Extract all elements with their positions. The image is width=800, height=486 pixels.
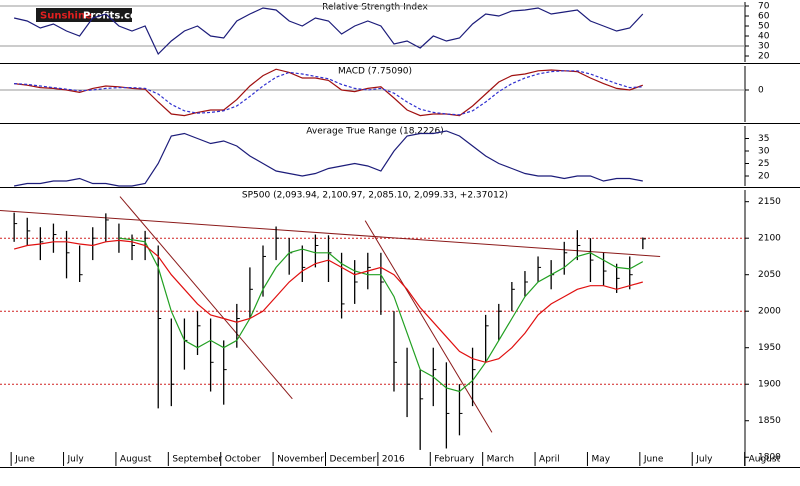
series-line bbox=[14, 70, 643, 116]
x-tick-label: August bbox=[749, 455, 781, 465]
logo-box bbox=[36, 8, 132, 22]
y-tick-label: 35 bbox=[758, 134, 769, 144]
y-tick-label: 20 bbox=[758, 172, 770, 182]
x-tick-label: February bbox=[434, 455, 475, 465]
y-tick-label: 2050 bbox=[758, 270, 781, 280]
panel-title: Average True Range (18.2226) bbox=[306, 127, 443, 137]
y-tick-label: 1950 bbox=[758, 343, 781, 353]
y-tick-label: 2100 bbox=[758, 234, 781, 244]
logo-text: Profits.com bbox=[83, 11, 147, 22]
x-tick-label: December bbox=[329, 455, 376, 465]
y-tick-label: 1800 bbox=[758, 453, 781, 463]
series-line bbox=[13, 239, 643, 363]
series-line bbox=[13, 130, 643, 187]
logo: Sunshine Profits.com bbox=[36, 8, 147, 22]
x-tick-label: July bbox=[695, 455, 713, 465]
x-tick-label: March bbox=[487, 455, 514, 465]
x-tick-label: April bbox=[539, 455, 560, 465]
trendline bbox=[364, 220, 493, 433]
series-line bbox=[14, 68, 644, 117]
y-tick-label: 30 bbox=[758, 42, 770, 52]
x-tick-label: August bbox=[120, 455, 152, 465]
trendline bbox=[0, 209, 661, 257]
x-tick-label: May bbox=[591, 455, 610, 465]
y-tick-label: 40 bbox=[758, 32, 770, 42]
x-tick-label: 2016 bbox=[382, 455, 405, 465]
y-tick-label: 1900 bbox=[758, 380, 781, 390]
trendline bbox=[119, 196, 293, 400]
x-tick-label: October bbox=[225, 455, 261, 465]
panel-title: MACD (7.75090) bbox=[338, 67, 412, 77]
y-tick-label: 30 bbox=[758, 147, 770, 157]
panel-title: Relative Strength Index bbox=[322, 3, 428, 13]
x-tick-label: November bbox=[277, 455, 324, 465]
panel-title: SP500 (2,093.94, 2,100.97, 2,085.10, 2,0… bbox=[242, 191, 508, 201]
x-tick-label: June bbox=[643, 455, 664, 465]
y-tick-label: 60 bbox=[758, 12, 770, 22]
y-tick-label: 1850 bbox=[758, 416, 781, 426]
y-tick-label: 2000 bbox=[758, 307, 781, 317]
series-line bbox=[118, 237, 644, 393]
y-tick-label: 0 bbox=[758, 86, 764, 96]
y-tick-label: 50 bbox=[758, 22, 770, 32]
y-tick-label: 25 bbox=[758, 159, 769, 169]
y-tick-label: 20 bbox=[758, 52, 770, 62]
series-line bbox=[13, 7, 644, 56]
y-tick-label: 70 bbox=[758, 2, 770, 12]
x-tick-label: September bbox=[172, 455, 222, 465]
logo-text: Sunshine bbox=[40, 11, 92, 22]
y-tick-label: 2150 bbox=[758, 197, 781, 207]
x-tick-label: June bbox=[14, 455, 35, 465]
x-tick-label: July bbox=[67, 455, 85, 465]
